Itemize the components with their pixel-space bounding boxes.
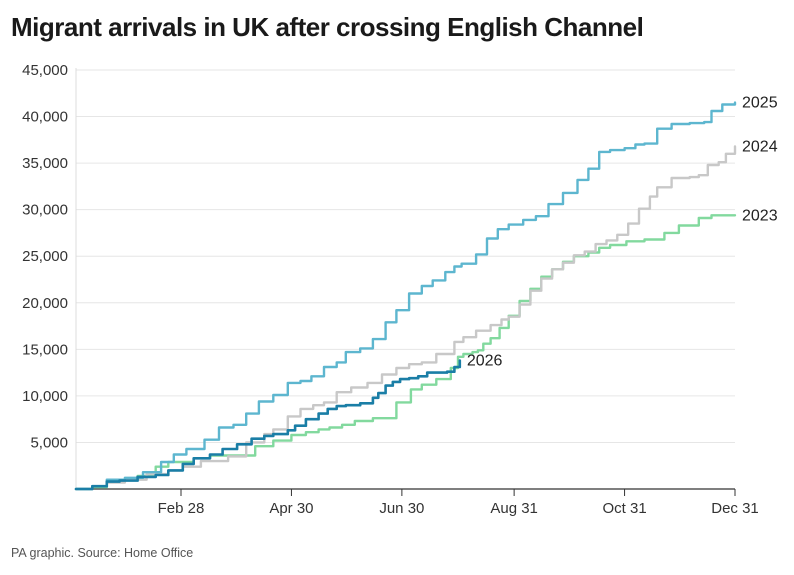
y-tick-label: 10,000 bbox=[22, 388, 68, 405]
x-tick-label: Dec 31 bbox=[711, 500, 759, 517]
series-line-2024 bbox=[74, 145, 737, 491]
x-tick-label: Oct 31 bbox=[602, 500, 646, 517]
y-tick-label: 35,000 bbox=[22, 155, 68, 172]
series-label-2025: 2025 bbox=[742, 95, 778, 112]
series-label-2024: 2024 bbox=[742, 138, 778, 155]
gridlines bbox=[75, 68, 735, 489]
y-tick-label: 25,000 bbox=[22, 248, 68, 265]
x-tick-label: Feb 28 bbox=[158, 500, 205, 517]
series-lines bbox=[74, 101, 737, 491]
chart-title: Migrant arrivals in UK after crossing En… bbox=[11, 12, 644, 42]
y-tick-label: 30,000 bbox=[22, 202, 68, 219]
x-tick-label: Jun 30 bbox=[379, 500, 424, 517]
series-line-2026 bbox=[74, 359, 462, 491]
y-tick-label: 20,000 bbox=[22, 295, 68, 312]
x-tick-label: Aug 31 bbox=[490, 500, 538, 517]
series-label-2023: 2023 bbox=[742, 207, 778, 224]
y-tick-label: 5,000 bbox=[30, 434, 68, 451]
series-labels: 2023 2024 2025 2026 bbox=[467, 95, 778, 370]
y-tick-label: 15,000 bbox=[22, 341, 68, 358]
series-line-2025 bbox=[74, 101, 737, 491]
x-tick-label: Apr 30 bbox=[269, 500, 313, 517]
y-tick-label: 40,000 bbox=[22, 109, 68, 126]
source-note: PA graphic. Source: Home Office bbox=[11, 546, 194, 560]
y-axis-tick-labels: 5,000 10,000 15,000 20,000 25,000 30,000 35,00… bbox=[22, 62, 68, 451]
y-tick-label: 45,000 bbox=[22, 62, 68, 79]
series-label-2026: 2026 bbox=[467, 353, 503, 370]
x-axis: Feb 28 Apr 30 Jun 30 Aug 31 Oct 31 Dec 31 bbox=[76, 488, 759, 517]
